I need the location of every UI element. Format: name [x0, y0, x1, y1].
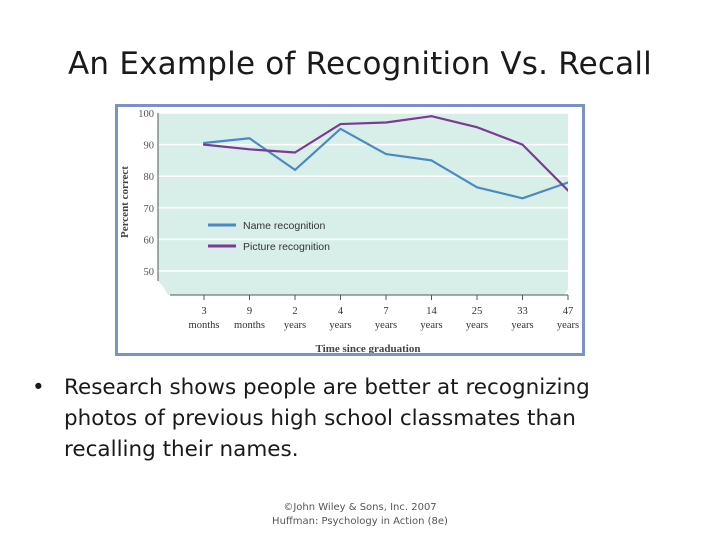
- x-axis-label: Time since graduation: [316, 343, 421, 353]
- x-tick-label: years: [420, 320, 442, 331]
- data-point: [521, 197, 524, 200]
- x-tick-label: 4: [338, 306, 344, 317]
- data-point: [339, 123, 342, 125]
- footer-credit: ©John Wiley & Sons, Inc. 2007 Huffman: P…: [0, 501, 720, 529]
- y-tick-label: 60: [144, 235, 155, 246]
- bullet-marker: •: [32, 375, 45, 400]
- data-point: [476, 126, 478, 129]
- x-tick-label: months: [189, 320, 220, 331]
- slide-title: An Example of Recognition Vs. Recall: [68, 46, 652, 82]
- data-point: [567, 189, 568, 192]
- data-point: [248, 137, 251, 140]
- y-axis-label: Percent correct: [119, 166, 131, 238]
- x-tick-label: years: [375, 320, 397, 331]
- y-tick-label: 100: [138, 109, 154, 120]
- x-tick-label: 14: [426, 306, 437, 317]
- x-tick-label: years: [511, 320, 533, 331]
- data-point: [385, 153, 387, 155]
- data-point: [248, 148, 251, 151]
- legend-label: Picture recognition: [243, 241, 330, 253]
- data-point: [294, 151, 296, 154]
- data-point: [203, 143, 205, 146]
- data-point: [430, 159, 433, 162]
- x-tick-label: 9: [247, 306, 252, 317]
- y-tick-label: 80: [144, 172, 155, 183]
- x-tick-label: months: [234, 320, 265, 331]
- data-point: [521, 143, 524, 146]
- line-chart: 50 60 70 80 90 100 3 months 9 months 2 years 4 years…: [119, 109, 579, 353]
- footer-line-2: Huffman: Psychology in Action (8e): [272, 516, 448, 527]
- legend-label: Name recognition: [243, 220, 325, 232]
- data-point: [294, 169, 296, 171]
- data-point: [385, 121, 387, 124]
- x-tick-label: years: [557, 320, 579, 331]
- data-point: [203, 142, 205, 144]
- x-tick-label: years: [466, 320, 488, 331]
- plot-background: [158, 113, 568, 295]
- x-tick-label: years: [329, 320, 351, 331]
- data-point: [430, 115, 433, 117]
- y-tick-label: 90: [144, 141, 155, 152]
- data-point: [476, 186, 478, 189]
- data-point: [567, 181, 568, 184]
- x-tick-label: 7: [383, 306, 388, 317]
- bullet-text: Research shows people are better at reco…: [64, 375, 590, 462]
- x-tick-label: years: [284, 320, 306, 331]
- footer-line-1: ©John Wiley & Sons, Inc. 2007: [283, 502, 437, 513]
- y-tick-label: 70: [144, 204, 155, 215]
- y-tick-label: 50: [144, 267, 155, 278]
- x-tick-label: 47: [563, 306, 574, 317]
- x-tick-label: 25: [472, 306, 483, 317]
- x-tick-label: 3: [201, 306, 206, 317]
- data-point: [339, 128, 342, 130]
- x-tick-label: 2: [292, 306, 297, 317]
- x-tick-label: 33: [517, 306, 528, 317]
